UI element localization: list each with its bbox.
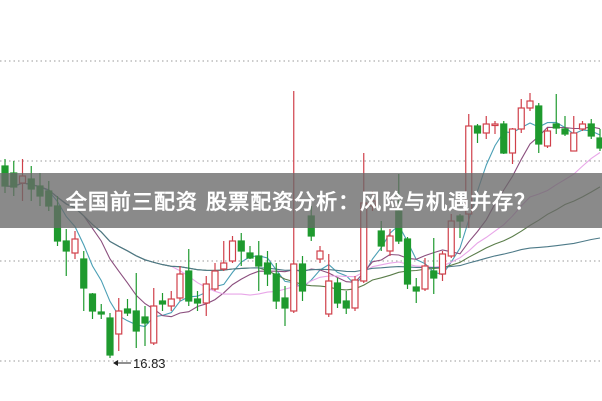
- candle-down: [263, 262, 272, 275]
- candle-down: [237, 240, 245, 252]
- candle-down: [535, 105, 543, 145]
- candle-up: [578, 123, 587, 130]
- candle-down: [185, 270, 193, 302]
- candle-up: [202, 283, 210, 304]
- candle-up: [386, 235, 394, 252]
- candle-down: [587, 123, 595, 137]
- candle-down: [141, 316, 149, 324]
- candle-up: [71, 238, 79, 254]
- candle-up: [351, 279, 359, 309]
- candle-up: [290, 263, 298, 312]
- candle-down: [80, 258, 88, 289]
- annotation-arrow-head: [113, 360, 118, 366]
- candle-up: [228, 240, 237, 262]
- candle-down: [552, 123, 560, 129]
- candle-down: [106, 317, 114, 356]
- candle-up: [491, 123, 499, 127]
- candle-down: [246, 252, 254, 259]
- candle-down: [377, 230, 385, 247]
- candle-down: [403, 238, 412, 285]
- candle-down: [123, 308, 132, 314]
- candle-up: [150, 305, 158, 344]
- candle-down: [596, 137, 602, 149]
- candle-down: [272, 273, 280, 302]
- candle-up: [482, 123, 490, 134]
- candle-up: [543, 130, 552, 147]
- candle-up: [176, 273, 184, 299]
- candle-down: [333, 282, 342, 304]
- candle-down: [281, 297, 289, 309]
- candle-down: [430, 270, 438, 279]
- candle-up: [421, 265, 429, 290]
- candle-up: [220, 262, 228, 270]
- candle-down: [132, 310, 140, 332]
- title-banner: 全国前三配资 股票配资分析：风险与机遇并存？: [0, 173, 602, 228]
- candle-up: [211, 270, 219, 290]
- candle-up: [517, 107, 525, 130]
- candle-up: [325, 280, 333, 315]
- candle-down: [62, 240, 70, 252]
- candle-up: [526, 100, 534, 109]
- candle-up: [167, 298, 175, 307]
- candle-down: [255, 255, 263, 267]
- candle-up: [438, 253, 447, 275]
- candle-down: [500, 123, 508, 154]
- candle-down: [158, 300, 167, 305]
- page-title: 全国前三配资 股票配资分析：风险与机遇并存？: [65, 189, 537, 214]
- candle-down: [97, 311, 105, 315]
- candle-down: [561, 128, 569, 135]
- candle-up: [316, 250, 324, 260]
- candle-down: [412, 286, 420, 292]
- candle-down: [298, 263, 307, 292]
- candle-up: [508, 128, 517, 154]
- candle-up: [115, 310, 123, 335]
- candle-down: [88, 293, 97, 312]
- candle-down: [193, 298, 202, 304]
- candle-down: [473, 125, 482, 134]
- candle-down: [342, 300, 350, 309]
- low-price-label: 16.83: [133, 356, 166, 371]
- candle-up: [570, 132, 578, 152]
